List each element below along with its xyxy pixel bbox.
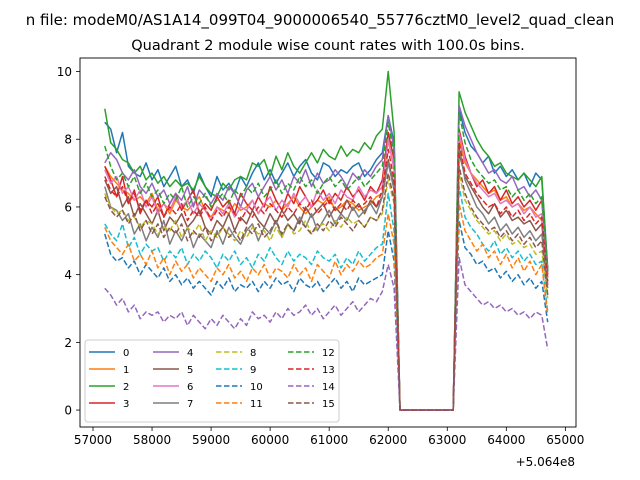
legend-label-14: 14: [322, 382, 335, 393]
series-layer: [104, 70, 549, 411]
x-tick-label: 57000: [74, 433, 112, 447]
legend-label-13: 13: [322, 365, 335, 376]
series-line-0: [104, 108, 549, 411]
legend-label-5: 5: [187, 365, 193, 376]
chart-title: Quadrant 2 module wise count rates with …: [131, 38, 525, 54]
series-line-10: [104, 219, 549, 411]
legend-label-15: 15: [322, 399, 335, 410]
series-line-11: [104, 202, 549, 411]
y-tick-label: 6: [64, 200, 72, 214]
legend-label-2: 2: [123, 382, 129, 393]
legend-label-0: 0: [123, 348, 129, 359]
y-tick-label: 8: [64, 133, 72, 147]
legend-label-10: 10: [250, 382, 263, 393]
series-line-15: [104, 165, 549, 411]
x-tick-label: 63000: [428, 433, 466, 447]
x-axis: 57000 58000 59000 60000 61000 62000 63000 64000…: [74, 427, 584, 447]
y-axis: 0 2 4 6 8 10: [57, 65, 80, 418]
series-line-9: [104, 185, 549, 411]
y-tick-label: 0: [64, 404, 72, 418]
x-tick-label: 60000: [251, 433, 289, 447]
y-tick-label: 4: [64, 268, 72, 282]
series-line-4: [104, 104, 549, 411]
series-line-14: [104, 256, 549, 411]
legend-label-6: 6: [187, 382, 193, 393]
x-tick-label: 58000: [133, 433, 171, 447]
series-line-7: [104, 145, 549, 411]
series-line-5: [104, 152, 549, 411]
series-line-12: [104, 111, 549, 411]
x-tick-label: 59000: [192, 433, 230, 447]
legend-label-7: 7: [187, 399, 193, 410]
series-line-2: [104, 70, 549, 411]
y-tick-label: 2: [64, 336, 72, 350]
legend-label-11: 11: [250, 399, 263, 410]
legend-label-4: 4: [187, 348, 193, 359]
legend-label-1: 1: [123, 365, 129, 376]
series-line-13: [104, 141, 549, 411]
legend-label-9: 9: [250, 365, 256, 376]
legend-frame: [84, 339, 340, 423]
y-tick-label: 10: [57, 65, 72, 79]
legend-label-8: 8: [250, 348, 256, 359]
x-tick-label: 64000: [487, 433, 525, 447]
x-tick-label: 62000: [369, 433, 407, 447]
series-line-6: [104, 131, 549, 411]
legend-label-12: 12: [322, 348, 335, 359]
figure-suptitle: n file: modeM0/AS1A14_099T04_9000006540_…: [26, 11, 615, 30]
axes-frame: [79, 57, 577, 428]
legend-label-3: 3: [123, 399, 129, 410]
x-offset-label: +5.064e8: [516, 455, 575, 469]
x-tick-label: 65000: [546, 433, 584, 447]
x-tick-label: 61000: [310, 433, 348, 447]
